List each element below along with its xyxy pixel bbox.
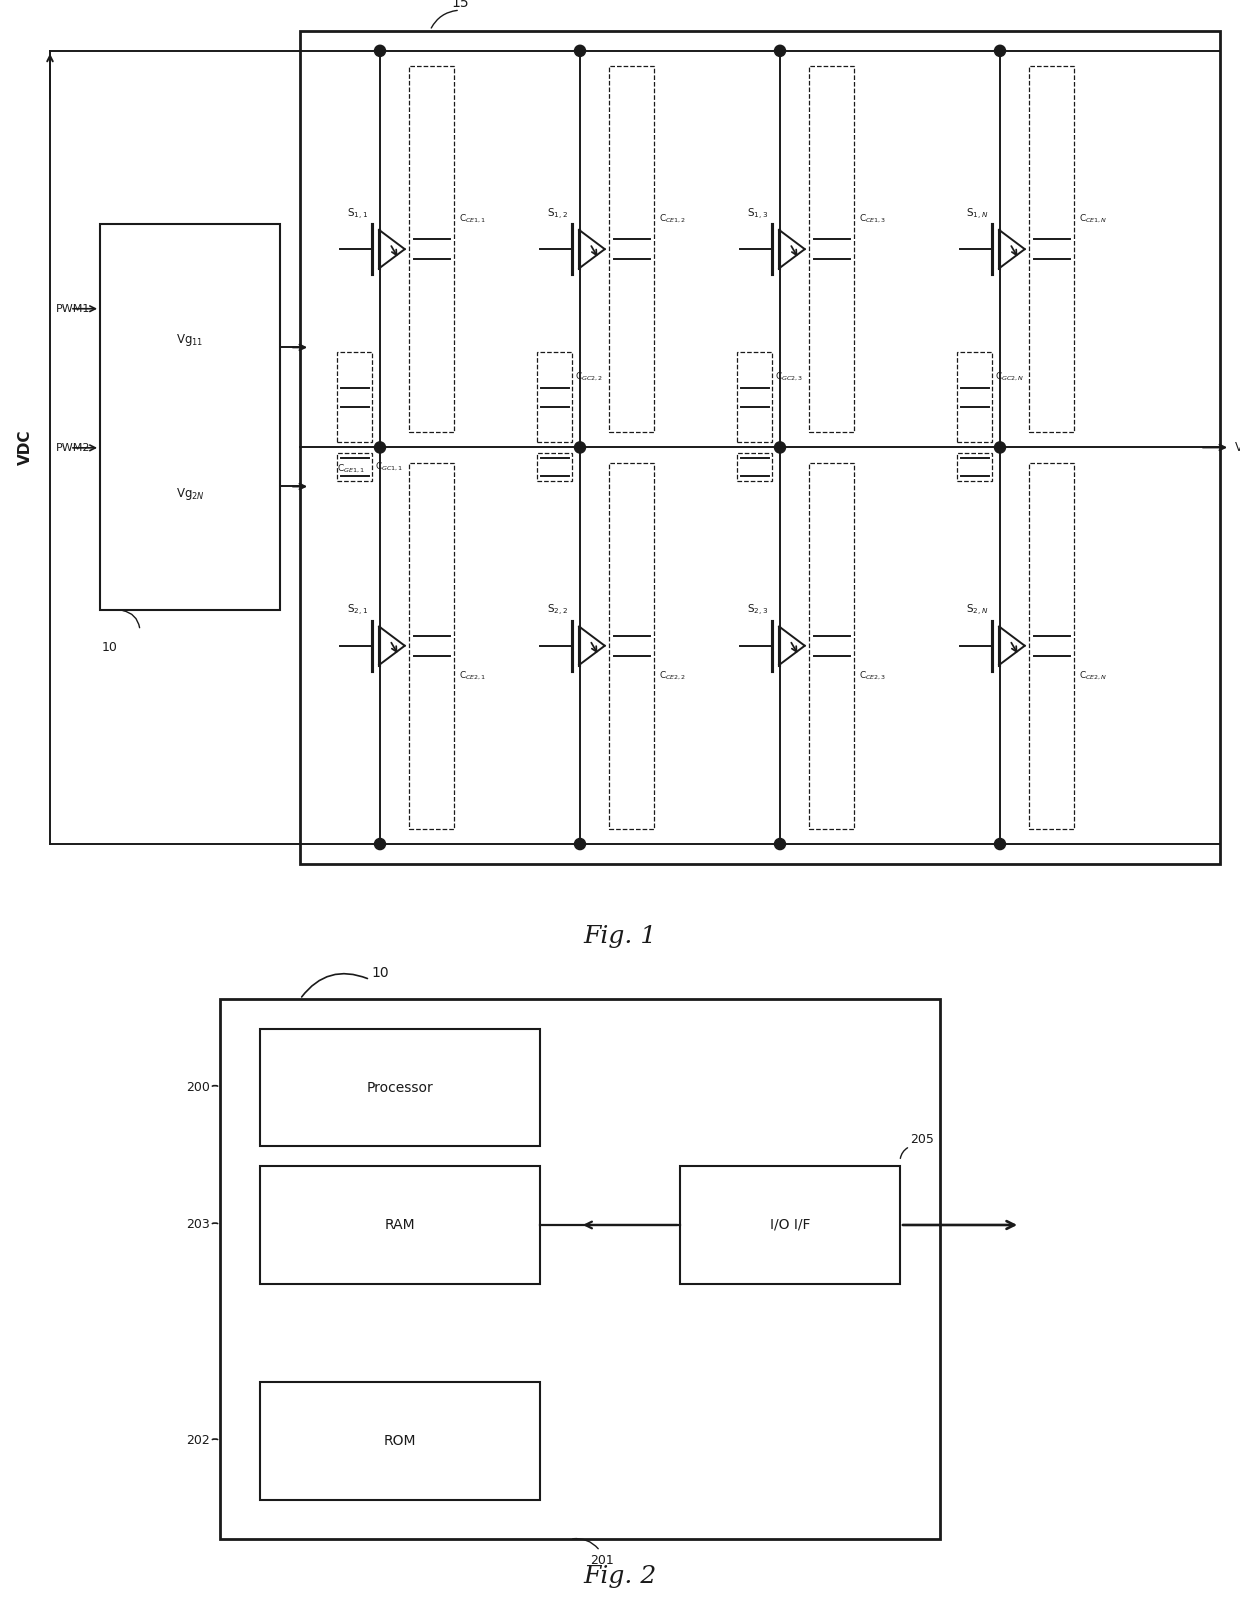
Text: Fig. 2: Fig. 2 <box>583 1564 657 1588</box>
Text: RAM: RAM <box>384 1218 415 1232</box>
Text: 202: 202 <box>186 1435 210 1448</box>
Bar <box>957 353 992 443</box>
Text: 10: 10 <box>102 641 118 654</box>
Bar <box>260 1029 539 1146</box>
Circle shape <box>775 441 785 454</box>
Text: 10: 10 <box>371 965 389 980</box>
Text: S$_{2,N}$: S$_{2,N}$ <box>966 602 988 618</box>
Text: I/O I/F: I/O I/F <box>770 1218 810 1232</box>
Bar <box>260 1382 539 1501</box>
Text: 200: 200 <box>186 1082 210 1095</box>
Text: Vg$_{11}$: Vg$_{11}$ <box>176 332 203 348</box>
Text: Vout: Vout <box>1235 441 1240 454</box>
Bar <box>409 463 454 829</box>
Text: C$_{CE1,N}$: C$_{CE1,N}$ <box>1079 213 1107 225</box>
Circle shape <box>775 839 785 850</box>
Bar <box>957 452 992 481</box>
Text: C$_{CE1,2}$: C$_{CE1,2}$ <box>660 213 687 225</box>
Text: S$_{2,1}$: S$_{2,1}$ <box>347 602 368 618</box>
Text: PWM2: PWM2 <box>56 443 91 452</box>
Text: PWM1: PWM1 <box>56 304 91 313</box>
Text: Fig. 1: Fig. 1 <box>583 925 657 948</box>
Text: C$_{GC2,3}$: C$_{GC2,3}$ <box>775 371 804 384</box>
Text: C$_{CE1,1}$: C$_{CE1,1}$ <box>459 213 487 225</box>
Text: C$_{CE2,1}$: C$_{CE2,1}$ <box>459 670 487 682</box>
Text: 205: 205 <box>910 1133 934 1146</box>
Bar <box>1029 463 1074 829</box>
Bar <box>260 1167 539 1283</box>
Bar <box>537 452 572 481</box>
Text: Processor: Processor <box>367 1080 433 1095</box>
Circle shape <box>374 441 386 454</box>
Text: 15: 15 <box>451 0 469 10</box>
Bar <box>609 463 655 829</box>
Text: C$_{GC2,N}$: C$_{GC2,N}$ <box>994 371 1024 384</box>
Text: S$_{1,3}$: S$_{1,3}$ <box>746 206 768 222</box>
Circle shape <box>374 45 386 56</box>
Bar <box>737 353 773 443</box>
Text: S$_{1,1}$: S$_{1,1}$ <box>347 206 368 222</box>
Bar <box>737 452 773 481</box>
Text: C$_{GC1,1}$: C$_{GC1,1}$ <box>374 460 403 473</box>
Bar <box>609 66 655 431</box>
Text: S$_{1,2}$: S$_{1,2}$ <box>547 206 568 222</box>
Text: S$_{2,3}$: S$_{2,3}$ <box>746 602 768 618</box>
Text: C$_{GE1,1}$: C$_{GE1,1}$ <box>337 463 365 475</box>
Circle shape <box>994 441 1006 454</box>
Circle shape <box>374 839 386 850</box>
Text: VDC: VDC <box>17 430 32 465</box>
Text: C$_{CE2,N}$: C$_{CE2,N}$ <box>1079 670 1107 682</box>
Text: 201: 201 <box>590 1553 614 1566</box>
Circle shape <box>994 839 1006 850</box>
Text: S$_{2,2}$: S$_{2,2}$ <box>547 602 568 618</box>
Bar <box>337 452 372 481</box>
Text: C$_{CE1,3}$: C$_{CE1,3}$ <box>859 213 887 225</box>
Circle shape <box>574 441 585 454</box>
Text: C$_{GC2,2}$: C$_{GC2,2}$ <box>575 371 604 384</box>
Bar <box>337 353 372 443</box>
Bar <box>100 224 280 610</box>
Circle shape <box>775 45 785 56</box>
Text: ROM: ROM <box>383 1433 417 1448</box>
Bar <box>810 66 854 431</box>
Circle shape <box>994 45 1006 56</box>
Bar <box>409 66 454 431</box>
Text: 203: 203 <box>186 1219 210 1232</box>
Text: C$_{CE2,3}$: C$_{CE2,3}$ <box>859 670 887 682</box>
Bar <box>1029 66 1074 431</box>
Bar <box>537 353 572 443</box>
Text: C$_{CE2,2}$: C$_{CE2,2}$ <box>660 670 687 682</box>
Text: S$_{1,N}$: S$_{1,N}$ <box>966 206 988 222</box>
Bar <box>300 30 1220 865</box>
Text: Vg$_{2N}$: Vg$_{2N}$ <box>176 486 205 502</box>
Circle shape <box>574 45 585 56</box>
Bar <box>810 463 854 829</box>
Circle shape <box>574 839 585 850</box>
Bar <box>680 1167 900 1283</box>
Bar <box>219 999 940 1539</box>
